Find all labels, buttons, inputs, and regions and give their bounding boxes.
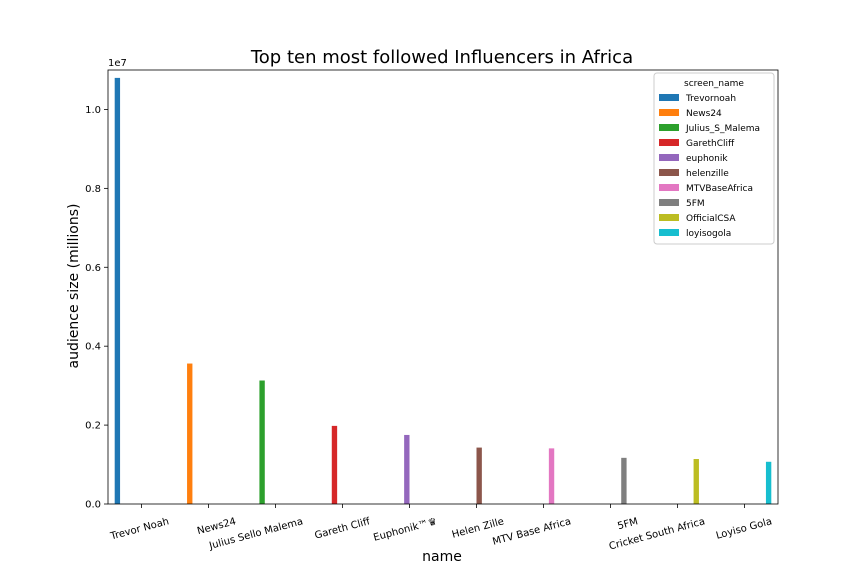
legend-entry: loyisogola <box>686 229 731 239</box>
legend-entry: helenzille <box>686 169 729 179</box>
legend-swatch <box>659 109 679 116</box>
legend-entry: MTVBaseAfrica <box>686 184 753 194</box>
legend-swatch <box>659 169 679 176</box>
x-tick-label: Gareth Cliff <box>314 516 373 542</box>
legend-swatch <box>659 229 679 236</box>
bar-helenzille <box>476 447 482 504</box>
y-offset-label: 1e7 <box>108 58 127 69</box>
y-tick-label: 0.0 <box>85 500 101 511</box>
legend-entry: OfficialCSA <box>686 214 736 224</box>
legend-swatch <box>659 94 679 101</box>
legend-box <box>653 72 775 245</box>
legend-swatch <box>659 154 679 161</box>
axes-frame <box>107 69 779 505</box>
legend-entry: Trevornoah <box>685 94 736 104</box>
chart-title: Top ten most followed Influencers in Afr… <box>250 47 633 68</box>
legend-title: screen_name <box>684 79 744 89</box>
x-tick-label: 5FM <box>616 516 639 532</box>
y-tick-label: 0.6 <box>85 263 101 274</box>
x-axis-label: name <box>422 549 462 565</box>
bar-julius-s-malema <box>259 380 265 504</box>
legend-entry: Julius_S_Malema <box>685 124 760 134</box>
bar-officialcsa <box>693 459 699 504</box>
x-tick-label: Trevor Noah <box>108 516 170 542</box>
bar-mtvbaseafrica <box>548 448 555 504</box>
y-tick-label: 0.8 <box>85 184 101 195</box>
legend-entry: 5FM <box>686 199 705 209</box>
bar-5fm <box>621 457 627 504</box>
bar-garethcliff <box>331 425 338 504</box>
x-tick-label: Euphonik™♛ <box>372 516 438 544</box>
y-axis-label: audience size (millions) <box>66 204 82 369</box>
legend-swatch <box>659 214 679 221</box>
bar-loyisogola <box>765 461 772 504</box>
y-tick-label: 0.2 <box>85 421 101 432</box>
legend-swatch <box>659 199 679 206</box>
legend-swatch <box>659 139 679 146</box>
legend-entry: News24 <box>686 109 722 119</box>
bar-trevornoah <box>114 77 121 504</box>
legend-entry: GarethCliff <box>686 139 735 149</box>
bar-euphonik <box>404 434 410 504</box>
x-tick-label: Loyiso Gola <box>715 516 773 542</box>
legend-entry: euphonik <box>686 154 728 164</box>
y-tick-label: 1.0 <box>85 105 101 116</box>
legend: screen_name Trevornoah News24 Julius_S_Male… <box>653 72 775 245</box>
legend-swatch <box>659 184 679 191</box>
legend-swatch <box>659 124 679 131</box>
y-tick-label: 0.4 <box>85 342 101 353</box>
x-tick-label: News24 <box>196 516 237 537</box>
bar-news24 <box>187 363 193 504</box>
